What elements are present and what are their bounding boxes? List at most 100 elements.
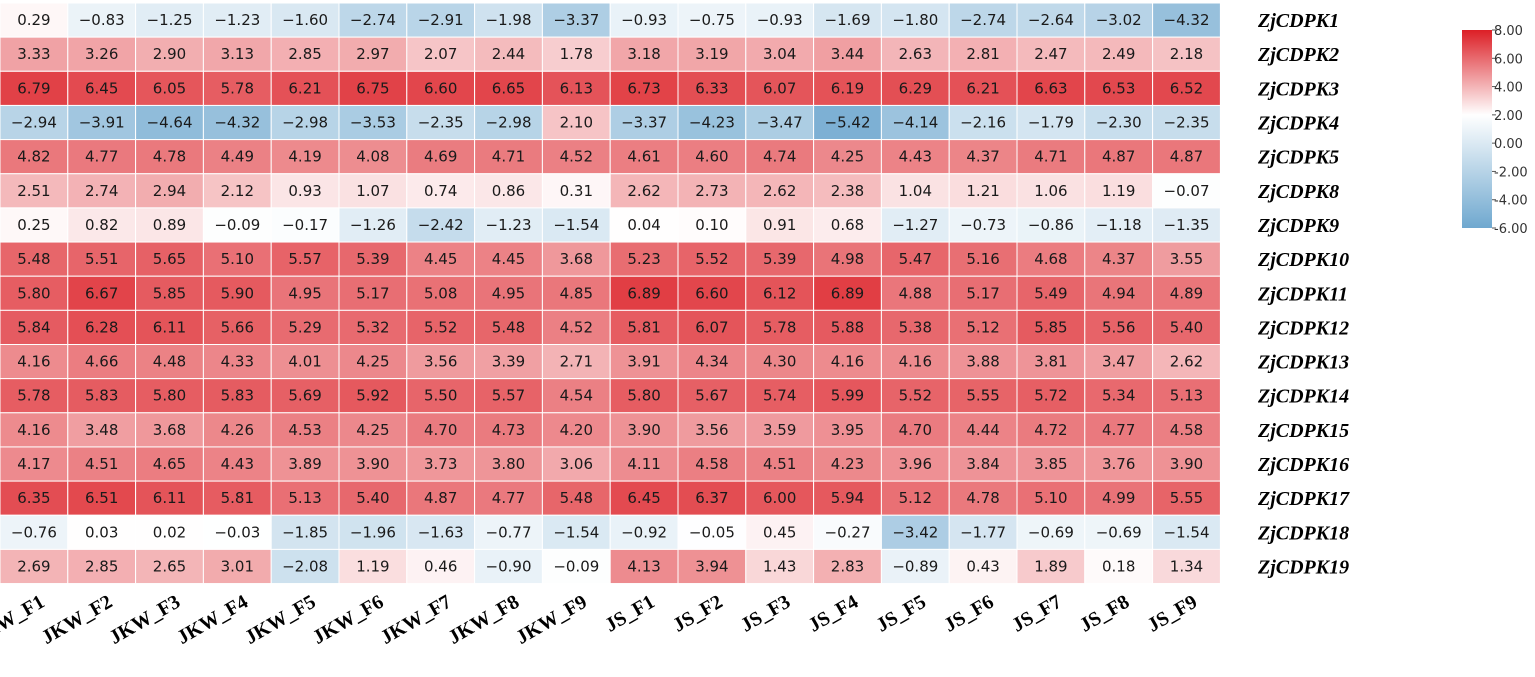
heatmap-cell — [0, 514, 69, 550]
heatmap-cell — [406, 36, 476, 72]
row-label: ZjCDPK11 — [1257, 283, 1348, 305]
cell-value: −1.60 — [282, 11, 328, 29]
cell-value: 4.52 — [560, 148, 593, 166]
cell-value: 6.11 — [153, 489, 186, 507]
heatmap-cell — [677, 446, 747, 482]
cell-value: 4.44 — [966, 421, 999, 439]
heatmap-cell — [609, 275, 679, 311]
cell-value: −1.96 — [350, 523, 396, 541]
heatmap-cell — [609, 207, 679, 243]
heatmap-cell — [1152, 173, 1221, 209]
heatmap-cell — [609, 36, 679, 72]
heatmap-cell — [1152, 139, 1221, 175]
cell-value: 5.10 — [1034, 489, 1067, 507]
cell-value: 4.30 — [763, 353, 796, 371]
cell-value: −0.03 — [214, 523, 260, 541]
cell-value: 4.08 — [356, 148, 389, 166]
cell-value: 5.78 — [221, 79, 254, 97]
cell-value: −0.27 — [825, 523, 871, 541]
heatmap-cell — [609, 309, 679, 346]
row-label: ZjCDPK4 — [1257, 113, 1339, 135]
heatmap-cell — [609, 104, 679, 141]
cell-value: 5.48 — [17, 250, 50, 268]
heatmap-cell — [813, 548, 882, 585]
cell-value: 5.81 — [221, 489, 254, 507]
heatmap-cell — [406, 139, 476, 175]
heatmap-cell — [541, 446, 611, 482]
cell-value: 4.71 — [1034, 148, 1067, 166]
cell-value: −0.90 — [486, 557, 532, 575]
heatmap-cell — [677, 2, 747, 38]
cell-value: 4.73 — [492, 421, 525, 439]
heatmap-cell — [541, 241, 611, 277]
cell-value: 4.51 — [85, 455, 118, 473]
heatmap-cell — [474, 139, 543, 175]
cell-value: 0.46 — [424, 557, 457, 575]
heatmap-cell — [0, 309, 69, 346]
cell-value: 5.78 — [763, 318, 796, 336]
heatmap-cell — [338, 548, 408, 585]
cell-value: 4.95 — [288, 284, 321, 302]
heatmap-cell — [202, 548, 272, 585]
heatmap-cell — [1084, 275, 1154, 311]
heatmap-cell — [474, 480, 543, 516]
heatmap-cell — [1152, 36, 1221, 72]
cell-value: 6.21 — [966, 79, 999, 97]
heatmap-cell — [1016, 344, 1086, 380]
heatmap-cell — [745, 207, 815, 243]
heatmap-cell — [406, 70, 476, 106]
heatmap-cell — [338, 480, 408, 516]
heatmap-cell — [745, 2, 815, 38]
cell-value: −1.63 — [418, 523, 464, 541]
cell-value: 5.80 — [153, 387, 186, 405]
heatmap-cell — [745, 480, 815, 516]
cell-value: 6.00 — [763, 489, 796, 507]
heatmap-cell — [270, 70, 340, 106]
heatmap-cell — [270, 241, 340, 277]
cell-value: 5.29 — [288, 318, 321, 336]
cell-value: 6.51 — [85, 489, 118, 507]
heatmap-cell — [1152, 548, 1221, 585]
cell-value: 3.90 — [627, 421, 660, 439]
cell-value: 3.55 — [1170, 250, 1203, 268]
heatmap-cell — [67, 514, 137, 550]
cell-value: 6.79 — [17, 79, 50, 97]
cell-value: −1.35 — [1164, 216, 1210, 234]
heatmap-cell — [0, 139, 69, 175]
cell-value: 2.85 — [85, 557, 118, 575]
heatmap-cell — [0, 412, 69, 448]
cell-value: −3.37 — [621, 114, 667, 132]
cell-value: −1.23 — [486, 216, 532, 234]
cell-value: 2.97 — [356, 45, 389, 63]
row-label: ZjCDPK8 — [1257, 181, 1339, 203]
heatmap-cell — [1016, 378, 1086, 414]
cell-value: 4.25 — [831, 148, 864, 166]
column-label: JS_F1 — [601, 591, 658, 637]
cell-value: 4.37 — [966, 148, 999, 166]
cell-value: 3.33 — [17, 45, 50, 63]
column-label: JKW_F2 — [38, 591, 116, 649]
heatmap-cell — [135, 275, 204, 311]
cell-value: 6.35 — [17, 489, 50, 507]
cell-value: 4.72 — [1034, 421, 1067, 439]
cell-value: 5.08 — [424, 284, 457, 302]
cell-value: 5.52 — [424, 318, 457, 336]
cell-value: 0.10 — [695, 216, 728, 234]
heatmap-cell — [406, 104, 476, 141]
cell-value: −3.37 — [553, 11, 599, 29]
cell-value: 3.84 — [966, 455, 999, 473]
cell-value: 1.43 — [763, 557, 796, 575]
heatmap-cell — [1016, 446, 1086, 482]
cell-value: 2.71 — [560, 353, 593, 371]
cell-value: 4.25 — [356, 353, 389, 371]
heatmap-cell — [67, 2, 137, 38]
cell-value: 4.70 — [424, 421, 457, 439]
heatmap-cell — [948, 446, 1018, 482]
cell-value: 6.07 — [695, 318, 728, 336]
heatmap-cell — [0, 548, 69, 585]
heatmap-cell — [745, 104, 815, 141]
cell-value: 4.45 — [492, 250, 525, 268]
heatmap-cell — [67, 275, 137, 311]
column-label: JKW_F4 — [173, 591, 251, 649]
heatmap-cell — [813, 2, 882, 38]
